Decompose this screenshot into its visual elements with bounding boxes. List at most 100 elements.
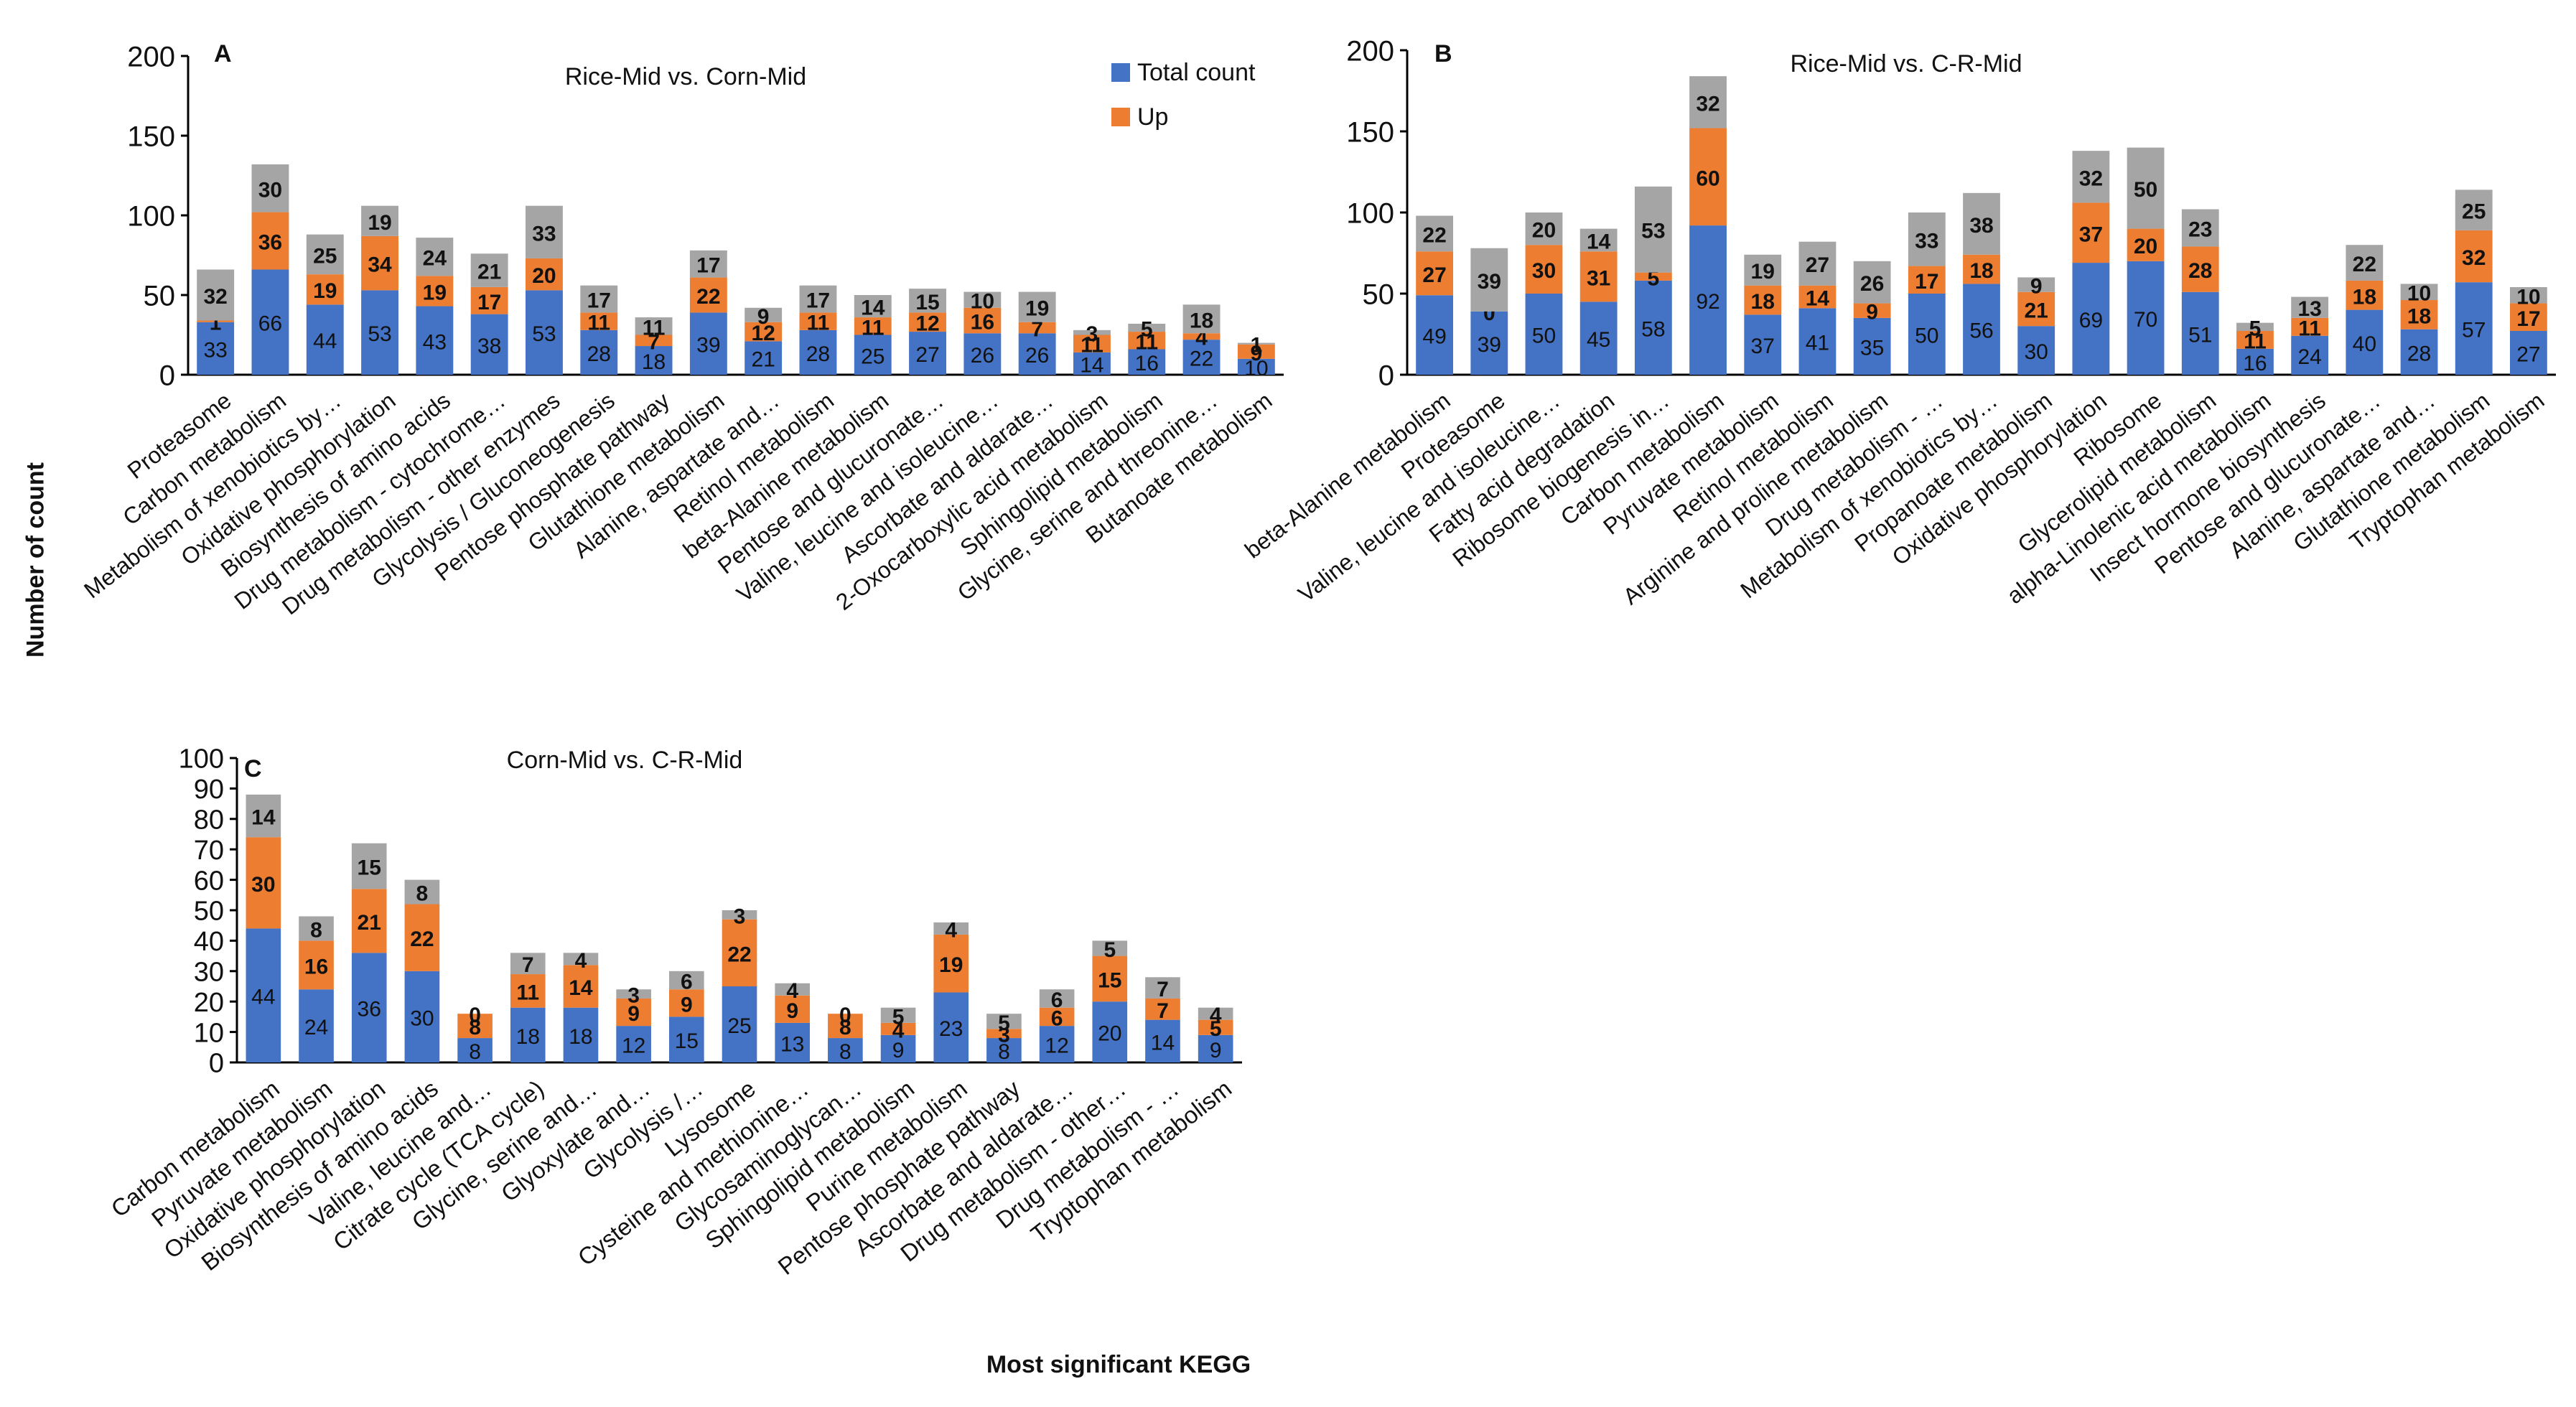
- data-label: 30: [2025, 340, 2048, 364]
- y-tick-label: 150: [1346, 116, 1394, 148]
- data-label: 70: [2134, 308, 2157, 332]
- data-label: 53: [368, 322, 391, 346]
- data-label: 17: [696, 254, 720, 278]
- data-label: 14: [251, 806, 276, 830]
- panel-b-chart: 050100150200 B Rice-Mid vs. C-R-Mid492722b…: [1240, 35, 2556, 609]
- data-label: 12: [915, 312, 939, 336]
- panel-letter: C: [244, 755, 262, 782]
- data-label: 13: [2297, 297, 2321, 321]
- data-label: 10: [2407, 282, 2431, 306]
- y-tick-label: 0: [1378, 360, 1394, 391]
- data-label: 10: [971, 290, 994, 314]
- data-label: 27: [1806, 253, 1829, 277]
- data-label: 14: [1806, 287, 1830, 311]
- data-label: 19: [1751, 260, 1775, 284]
- data-label: 58: [1641, 317, 1665, 341]
- data-label: 57: [2462, 319, 2486, 342]
- y-tick-label: 30: [194, 957, 224, 987]
- data-label: 56: [1969, 319, 1993, 343]
- data-label: 18: [1190, 309, 1213, 332]
- legend-swatch-up: [1111, 108, 1130, 126]
- data-label: 9: [757, 305, 770, 329]
- data-label: 28: [2188, 259, 2212, 283]
- data-label: 7: [1157, 999, 1169, 1023]
- data-label: 8: [839, 1040, 851, 1064]
- data-label: 14: [1587, 230, 1611, 253]
- y-tick-label: 0: [159, 360, 175, 391]
- data-label: 32: [203, 285, 227, 309]
- data-label: 39: [696, 334, 720, 357]
- data-label: 18: [1969, 259, 1993, 283]
- y-tick-label: 50: [1363, 279, 1395, 310]
- data-label: 22: [410, 927, 434, 951]
- data-label: 19: [939, 953, 963, 977]
- data-label: 7: [522, 953, 534, 977]
- data-label: 8: [416, 882, 429, 906]
- data-label: 50: [1532, 324, 1556, 348]
- data-label: 24: [304, 1016, 328, 1039]
- x-axis-label: Most significant KEGG: [986, 1351, 1251, 1379]
- data-label: 21: [2025, 299, 2048, 322]
- data-label: 5: [892, 1005, 905, 1029]
- data-label: 22: [727, 943, 751, 966]
- data-label: 3: [1086, 322, 1098, 346]
- data-label: 22: [1422, 223, 1446, 247]
- y-tick-label: 20: [194, 988, 224, 1018]
- y-tick-label: 150: [127, 121, 175, 152]
- y-tick-label: 100: [179, 744, 224, 775]
- data-label: 51: [2188, 323, 2212, 347]
- data-label: 18: [569, 1025, 592, 1049]
- data-label: 10: [2516, 285, 2540, 309]
- data-label: 39: [1478, 270, 1501, 294]
- data-label: 69: [2079, 309, 2103, 332]
- data-label: 14: [569, 976, 593, 1000]
- data-label: 41: [1806, 332, 1829, 355]
- y-tick-label: 200: [1346, 35, 1394, 67]
- data-label: 19: [368, 211, 391, 235]
- data-label: 39: [1478, 333, 1501, 357]
- data-label: 33: [203, 338, 227, 362]
- data-label: 9: [1210, 1039, 1222, 1062]
- data-label: 6: [1051, 988, 1063, 1012]
- data-label: 18: [2407, 304, 2431, 328]
- data-label: 28: [2407, 342, 2431, 365]
- y-tick-label: 80: [194, 805, 224, 835]
- data-label: 8: [310, 918, 322, 942]
- data-label: 32: [2462, 246, 2486, 270]
- data-label: 0: [839, 1004, 851, 1027]
- data-label: 24: [2297, 345, 2321, 369]
- data-label: 5: [2249, 317, 2262, 340]
- data-label: 53: [532, 322, 556, 346]
- data-label: 50: [2134, 178, 2157, 202]
- data-label: 16: [971, 311, 994, 335]
- data-label: 24: [423, 247, 447, 271]
- data-label: 27: [915, 343, 939, 367]
- legend-label-up: Up: [1137, 103, 1168, 131]
- data-label: 7: [1157, 978, 1169, 1001]
- y-tick-label: 50: [144, 280, 176, 312]
- data-label: 49: [1422, 325, 1446, 349]
- data-label: 17: [1915, 270, 1938, 294]
- y-tick-label: 90: [194, 775, 224, 805]
- legend-item-up: Up: [1111, 95, 1255, 139]
- panel-letter: B: [1434, 40, 1452, 67]
- data-label: 21: [751, 348, 775, 372]
- data-label: 22: [1190, 347, 1213, 371]
- legend-label-total: Total count: [1137, 59, 1255, 87]
- data-label: 21: [358, 911, 381, 935]
- data-label: 18: [1751, 290, 1775, 314]
- y-tick-label: 100: [127, 200, 175, 232]
- data-label: 25: [861, 345, 885, 368]
- data-label: 37: [2079, 223, 2103, 246]
- data-label: 4: [786, 979, 798, 1003]
- data-label: 17: [2516, 307, 2540, 331]
- data-label: 15: [1098, 968, 1121, 992]
- data-label: 11: [643, 316, 666, 340]
- y-tick-label: 70: [194, 836, 224, 866]
- data-label: 3: [627, 984, 640, 1008]
- panel-c-chart: 0102030405060708090100 C Corn-Mid vs. C-R-…: [106, 744, 1242, 1280]
- y-tick-label: 50: [194, 897, 224, 927]
- data-label: 15: [915, 291, 939, 314]
- data-label: 30: [1532, 259, 1556, 283]
- data-label: 34: [368, 253, 392, 277]
